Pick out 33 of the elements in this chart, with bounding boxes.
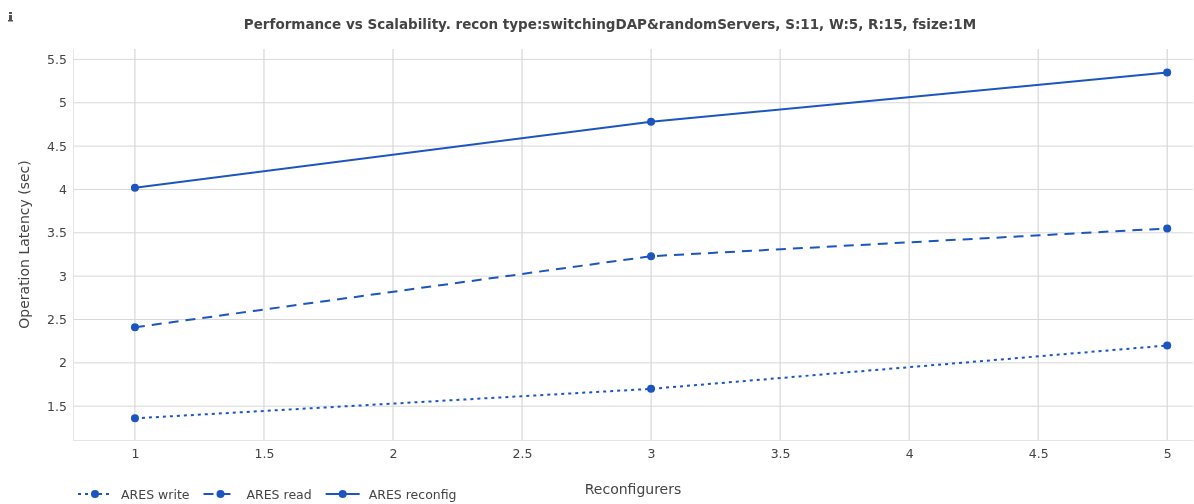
point	[130, 414, 139, 423]
y-tick-label: 3	[59, 268, 67, 284]
y-tick-label: 2.5	[47, 311, 67, 327]
y-tick-label: 3.5	[47, 225, 67, 241]
point	[1163, 341, 1172, 350]
point	[1163, 68, 1172, 77]
point	[130, 183, 139, 192]
y-tick-label: 4	[59, 181, 68, 197]
y-tick-label: 5.5	[47, 51, 67, 67]
x-tick-label: 4	[905, 445, 914, 461]
legend-label: ARES read	[246, 486, 312, 502]
point	[647, 117, 656, 126]
y-tick-label: 5	[59, 95, 67, 111]
x-tick-label: 1	[131, 445, 140, 461]
legend-label: ARES reconfig	[368, 486, 457, 502]
point	[130, 323, 139, 332]
chart-title: Performance vs Scalability. recon type:switchingDAP&randomServers, S:11, W:5, R:15, fsize:1M	[243, 16, 977, 32]
y-tick-label: 2	[59, 355, 67, 371]
x-tick-label: 2	[389, 445, 398, 461]
x-tick-label: 3	[647, 445, 656, 461]
x-tick-label: 1.5	[254, 445, 275, 461]
x-axis-title: Reconfigurers	[584, 481, 682, 497]
legend-label: ARES write	[121, 486, 190, 502]
x-tick-label: 3.5	[770, 445, 791, 461]
point	[1163, 224, 1172, 233]
x-tick-label: 4.5	[1028, 445, 1049, 461]
point	[647, 384, 656, 393]
point	[647, 252, 656, 261]
y-axis-title: Operation Latency (sec)	[16, 160, 32, 329]
y-tick-label: 1.5	[47, 398, 67, 414]
x-tick-label: 5	[1163, 445, 1172, 461]
y-tick-label: 4.5	[47, 138, 67, 154]
x-tick-label: 2.5	[512, 445, 533, 461]
